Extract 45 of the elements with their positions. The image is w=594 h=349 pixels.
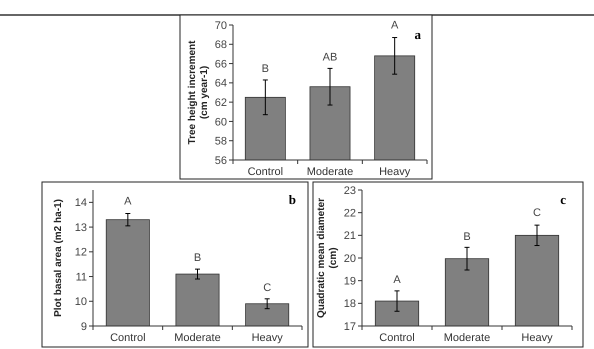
x-tick-label: Control (379, 332, 415, 344)
y-tick-label: 58 (214, 136, 227, 148)
y-tick-label: 60 (214, 116, 227, 128)
y-tick-label: 19 (344, 276, 356, 288)
x-tick-label: Control (110, 332, 146, 344)
chart-title: b (288, 192, 296, 207)
y-tick-label: 12 (74, 246, 87, 259)
y-tick-label: 66 (214, 58, 227, 70)
y-axis-title: Plot basal area (m2 ha-1) (53, 199, 64, 317)
y-tick-label: 68 (214, 39, 227, 52)
y-tick-label: 62 (214, 96, 227, 109)
x-tick-label: Moderate (444, 332, 490, 344)
annotation: A (390, 20, 399, 32)
annotation: A (393, 274, 402, 286)
y-tick-label: 14 (74, 197, 87, 210)
y-tick-label: 64 (214, 78, 227, 90)
y-tick-label: 17 (344, 320, 356, 333)
y-axis-title: Tree height increment (cm year-1) (187, 40, 210, 144)
annotation: B (194, 252, 202, 264)
y-tick-label: 23 (344, 184, 356, 197)
y-tick-label: 18 (344, 298, 356, 310)
y-tick-label: 11 (76, 271, 87, 284)
x-tick-label: Heavy (379, 166, 411, 178)
chart-title: c (560, 192, 566, 207)
annotation: C (263, 282, 272, 294)
x-tick-label: Heavy (252, 332, 284, 344)
annotation: B (463, 230, 471, 243)
y-axis-title: Quadratic mean diameter (cm) (316, 198, 339, 318)
annotation: A (124, 195, 132, 208)
y-tick-label: 21 (344, 230, 356, 242)
y-tick-label: 10 (74, 296, 87, 308)
x-tick-label: Moderate (306, 166, 354, 178)
y-tick-label: 70 (214, 20, 227, 32)
x-tick-label: Control (248, 166, 284, 178)
x-tick-label: Heavy (521, 332, 554, 344)
y-tick-label: 20 (344, 252, 356, 265)
annotation: B (262, 62, 270, 75)
chart-title: a (414, 27, 422, 42)
y-tick-label: 22 (344, 208, 356, 220)
y-tick-label: 9 (80, 320, 87, 333)
annotation: C (533, 207, 542, 219)
annotation: AB (322, 51, 338, 64)
x-tick-label: Moderate (174, 332, 221, 344)
y-tick-label: 13 (74, 222, 87, 234)
y-tick-label: 56 (214, 154, 227, 167)
